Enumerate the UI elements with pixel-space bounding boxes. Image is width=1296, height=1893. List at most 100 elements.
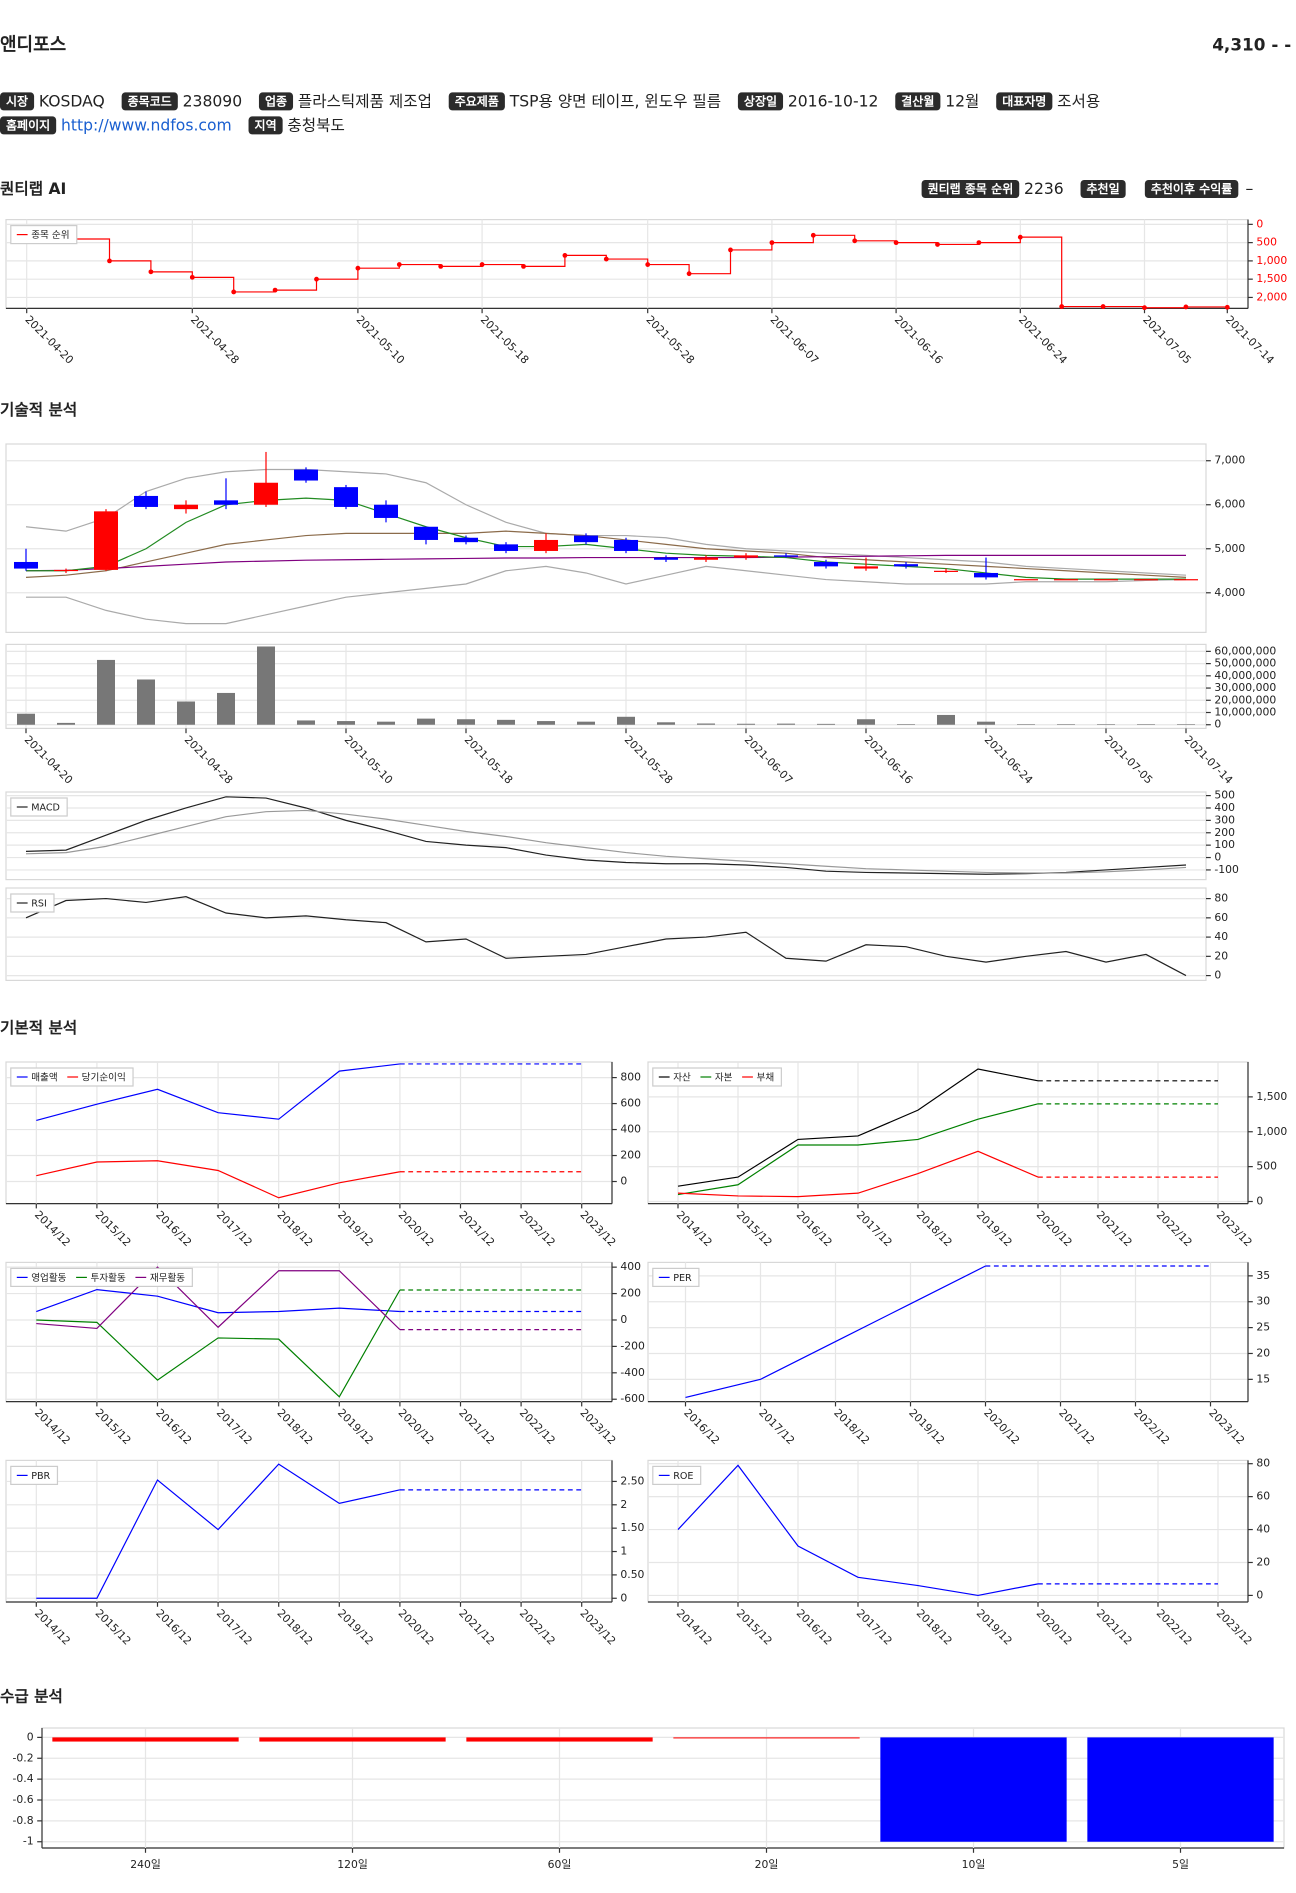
point (1059, 304, 1065, 309)
point (1017, 234, 1023, 240)
candle-body (454, 537, 478, 543)
y-tick-label: 0 (1256, 1588, 1263, 1601)
y-tick-label: 0 (1214, 718, 1221, 731)
x-tick-label: 20일 (755, 1857, 779, 1871)
candle-body (1054, 579, 1078, 581)
series-line (677, 1103, 1039, 1196)
series-line (36, 1160, 401, 1199)
y-tick-label: 7,000 (1214, 454, 1245, 467)
x-tick-label: 2021-05-10 (342, 733, 396, 787)
bar (257, 646, 275, 725)
y-tick-label: 5,000 (1214, 542, 1245, 555)
point (1142, 305, 1147, 311)
x-tick-label: 2021-04-20 (22, 733, 76, 787)
y-tick-label: 200 (1214, 826, 1235, 839)
x-tick-label: 2019/12 (335, 1607, 376, 1648)
legend (10, 1267, 193, 1287)
bar (297, 720, 315, 725)
section-title: 기본적 분석 (0, 1019, 77, 1037)
info-label: 홈페이지 (6, 118, 50, 133)
bar (537, 721, 555, 725)
bar (17, 713, 35, 725)
candle-body (614, 539, 638, 551)
badge (1144, 180, 1239, 198)
y-tick-label: 1.50 (620, 1521, 644, 1534)
x-tick-label: 2016/12 (153, 1208, 194, 1249)
y-tick-label: -400 (620, 1366, 645, 1379)
chart-frame (647, 1261, 1249, 1403)
point (521, 263, 526, 269)
y-tick-label: 0 (1256, 217, 1263, 230)
bar (657, 722, 675, 725)
legend-label: 매출액 (31, 1072, 57, 1084)
y-tick-label: 20 (1214, 949, 1228, 962)
x-tick-label: 2015/12 (93, 1607, 134, 1648)
badge (1080, 180, 1126, 198)
candle-body (934, 570, 958, 572)
x-tick-label: 2021-05-28 (622, 733, 676, 787)
x-tick-label: 2017/12 (854, 1607, 895, 1648)
bar (97, 659, 115, 725)
candle-body (254, 482, 278, 505)
y-tick-label: 25 (1256, 1321, 1270, 1334)
x-tick-label: 2019/12 (974, 1208, 1015, 1249)
bar (137, 679, 155, 725)
bar (977, 721, 995, 725)
y-tick-label: 2,000 (1256, 290, 1287, 303)
y-tick-label: 1,500 (1256, 272, 1287, 285)
y-tick-label: 400 (620, 1260, 641, 1273)
candle-body (1174, 579, 1198, 581)
x-tick-label: 2018/12 (274, 1607, 315, 1648)
x-tick-label: 240일 (130, 1857, 161, 1871)
series-line (25, 809, 1187, 874)
x-tick-label: 2017/12 (214, 1208, 255, 1249)
x-tick-label: 2021-05-10 (354, 313, 408, 367)
candle-body (174, 504, 198, 510)
x-tick-label: 2023/12 (1214, 1607, 1255, 1648)
candle-body (854, 566, 878, 569)
x-tick-label: 2019/12 (974, 1607, 1015, 1648)
x-tick-label: 2014/12 (32, 1607, 73, 1648)
y-tick-label: 50,000,000 (1214, 657, 1276, 670)
x-tick-label: 60일 (548, 1857, 572, 1871)
candle-body (414, 526, 438, 540)
info-label: 대표자명 (1002, 94, 1046, 109)
x-tick-label: 2020/12 (1034, 1208, 1075, 1249)
bar (259, 1737, 446, 1742)
x-tick-label: 2014/12 (32, 1208, 73, 1249)
x-tick-label: 2014/12 (674, 1208, 715, 1249)
candle-body (814, 561, 838, 567)
x-tick-label: 2015/12 (734, 1208, 775, 1249)
candle-body (1134, 579, 1158, 581)
candle-body (374, 504, 398, 518)
y-tick-label: 800 (620, 1071, 641, 1084)
homepage-link[interactable]: http://www.ndfos.com (61, 117, 232, 135)
candle-body (334, 487, 358, 507)
legend-label: PBR (31, 1471, 50, 1482)
info-value: 238090 (183, 93, 243, 111)
series-line (36, 1063, 400, 1122)
series-line (25, 554, 1186, 572)
x-tick-label: 2021-04-28 (182, 733, 236, 787)
x-tick-label: 2019/12 (335, 1208, 376, 1249)
x-tick-label: 2021-04-28 (188, 313, 242, 367)
point (438, 263, 444, 269)
x-tick-label: 2021/12 (1094, 1607, 1135, 1648)
y-tick-label: 0 (620, 1591, 627, 1604)
point (396, 262, 402, 267)
y-tick-label: -600 (620, 1392, 645, 1405)
info-tag (0, 92, 35, 111)
x-tick-label: 2018/12 (274, 1406, 315, 1447)
info-label: 상장일 (744, 94, 777, 109)
candle-body (534, 539, 558, 551)
bar (466, 1737, 653, 1742)
x-tick-label: 2021-07-14 (1182, 733, 1236, 787)
x-tick-label: 2021-07-05 (1140, 313, 1194, 367)
point (852, 238, 858, 244)
point (893, 240, 899, 246)
info-value: 12월 (945, 93, 979, 111)
legend (10, 1465, 59, 1485)
y-tick-label: 200 (620, 1149, 641, 1162)
y-tick-label: 300 (1214, 813, 1235, 826)
